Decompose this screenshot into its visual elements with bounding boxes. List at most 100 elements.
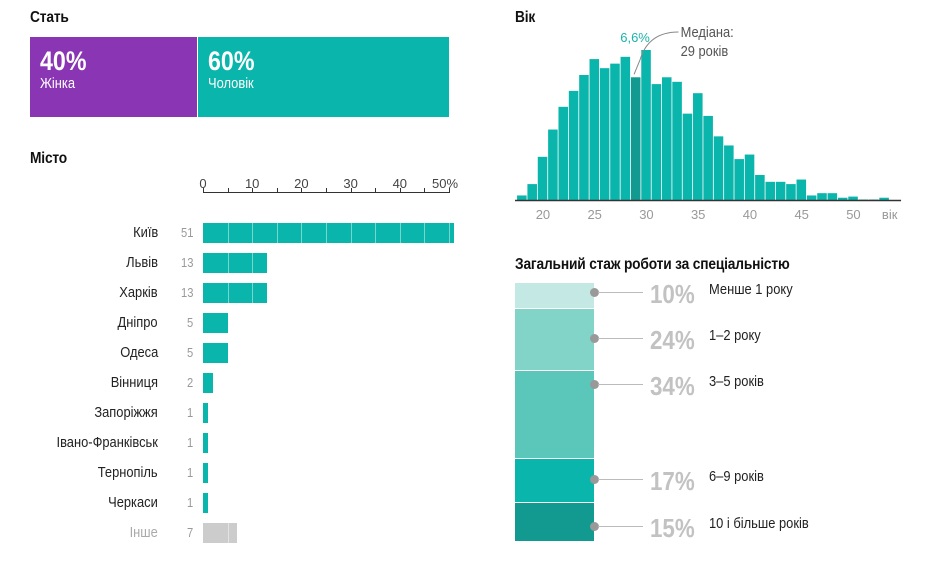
experience-label: Менше 1 року: [709, 281, 793, 298]
city-bar: [203, 523, 238, 543]
city-row: Івано-Франківськ 1: [0, 433, 946, 453]
city-axis-tick: [227, 188, 229, 193]
gender-title: Стать: [30, 9, 69, 26]
age-peak-label: 6,6%: [620, 30, 650, 45]
city-value: 7: [186, 525, 193, 540]
age-median-label: Медіана:: [681, 23, 734, 40]
city-value: 13: [180, 255, 193, 270]
city-value: 51: [180, 225, 193, 240]
age-bar: [775, 181, 786, 200]
age-bar: [620, 56, 631, 201]
city-bar: [203, 463, 208, 483]
city-value: 5: [186, 315, 193, 330]
age-bar: [517, 195, 527, 200]
experience-label: 1–2 року: [709, 326, 761, 344]
city-bar-divider: [227, 253, 229, 273]
city-bar: [203, 493, 208, 513]
gender-segment-female: 40% Жінка: [30, 37, 198, 117]
city-bar: [203, 403, 208, 423]
experience-marker-dot: [590, 333, 599, 343]
city-name: Вінниця: [110, 374, 158, 391]
city-name: Тернопіль: [98, 464, 158, 481]
age-bar: [693, 93, 703, 200]
experience-label: 3–5 років: [709, 373, 764, 391]
city-row: Дніпро 5: [0, 313, 946, 333]
age-bar: [827, 193, 838, 200]
age-bar: [703, 115, 713, 200]
city-bar-divider: [350, 223, 352, 243]
experience-pct: 15%: [650, 512, 695, 543]
age-bar: [817, 193, 827, 200]
city-row: Черкаси 1: [0, 493, 946, 513]
experience-marker-dot: [590, 475, 599, 485]
city-name: Київ: [132, 224, 158, 241]
experience-pct: 10%: [650, 279, 695, 309]
city-bar-divider: [375, 223, 377, 243]
age-bar: [734, 159, 744, 200]
age-axis-tick-label: 50: [846, 207, 860, 222]
age-title: Вік: [515, 9, 536, 26]
city-axis-tick: [276, 188, 278, 193]
age-bar: [630, 77, 641, 200]
age-bar: [786, 184, 796, 200]
age-bar: [599, 68, 610, 200]
city-value: 2: [186, 375, 193, 390]
city-value: 1: [186, 465, 193, 480]
age-bar: [837, 197, 848, 200]
age-bar: [755, 175, 765, 200]
city-name: Дніпро: [117, 314, 158, 331]
city-bar-divider: [276, 223, 278, 243]
city-axis-tick-label: 10: [244, 176, 260, 191]
city-axis-tick-label: 30: [343, 176, 358, 191]
city-axis-tick: [301, 188, 303, 193]
age-bar: [672, 81, 682, 200]
experience-title: Загальний стаж роботи за спеціальністю: [515, 256, 790, 273]
city-bar: [203, 223, 454, 243]
city-value: 1: [186, 495, 193, 510]
city-row: Одеса 5: [0, 343, 946, 363]
experience-pct: 34%: [650, 371, 695, 402]
age-bar: [651, 84, 662, 200]
city-value: 1: [186, 405, 193, 420]
city-axis-tick: [252, 188, 254, 193]
experience-segment: [515, 503, 594, 541]
age-bar: [548, 129, 558, 200]
age-axis-unit-label: вік: [882, 207, 898, 222]
city-bar: [203, 433, 208, 453]
experience-leader-line: [598, 479, 643, 481]
city-name: Запоріжжя: [94, 404, 158, 421]
city-axis-tick: [424, 188, 426, 193]
city-value: 5: [186, 345, 193, 360]
gender-bar: 40% Жінка 60% Чоловік: [30, 37, 449, 117]
age-bar: [724, 145, 734, 200]
age-axis-tick-label: 25: [587, 207, 601, 222]
city-row: Вінниця 2: [0, 373, 946, 393]
experience-leader-line: [598, 525, 643, 527]
gender-segment-male: 60% Чоловік: [197, 37, 449, 117]
age-bar: [796, 179, 807, 200]
city-bar-divider: [326, 223, 327, 243]
age-bar: [765, 181, 776, 200]
city-axis-tick-label: 20: [294, 176, 309, 191]
city-value: 1: [186, 435, 193, 450]
age-bar: [806, 195, 817, 200]
city-axis-tick: [399, 188, 401, 193]
city-axis-tick: [203, 188, 204, 193]
city-row: Київ 51: [0, 223, 946, 243]
city-name: Черкаси: [108, 494, 158, 511]
gender-label: Чоловік: [208, 75, 254, 92]
city-row: Запоріжжя 1: [0, 403, 946, 423]
experience-label: 6–9 років: [709, 468, 764, 486]
age-bar: [610, 63, 620, 200]
city-bar: [203, 283, 267, 303]
age-bar: [527, 184, 537, 200]
age-bar: [713, 136, 724, 200]
city-name: Одеса: [119, 344, 158, 361]
city-name: Івано-Франківськ: [56, 434, 158, 451]
age-axis-tick-label: 20: [536, 207, 550, 222]
experience-segment: [515, 459, 594, 503]
gender-label: Жінка: [40, 75, 76, 92]
experience-leader-line: [598, 384, 643, 386]
experience-label: 10 і більше років: [709, 514, 809, 532]
experience-leader-line: [598, 337, 643, 339]
